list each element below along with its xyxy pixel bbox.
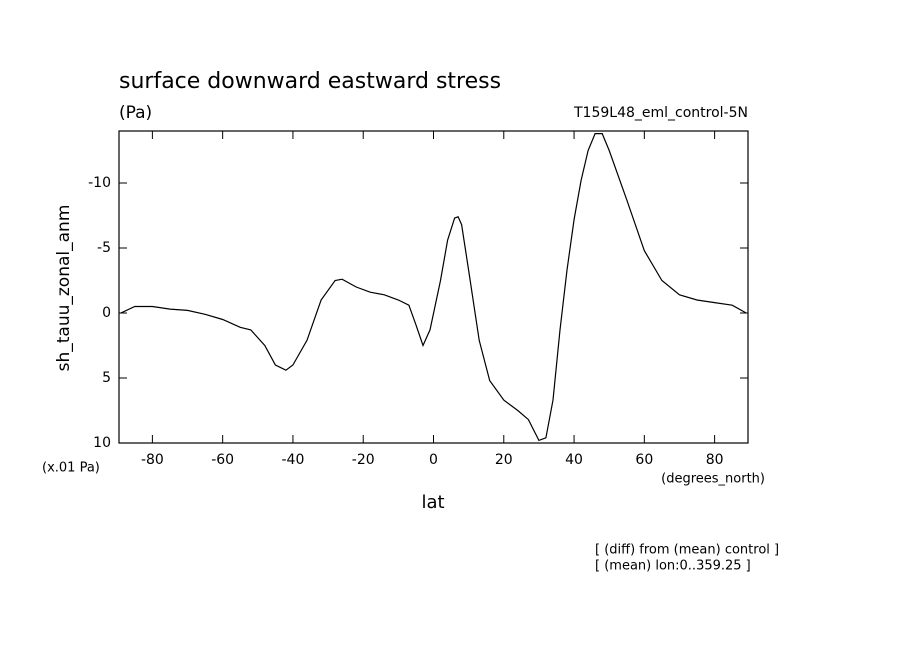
x-tick-label: -20 <box>352 452 375 468</box>
x-tick-label: 20 <box>495 452 513 468</box>
x-tick-label: -80 <box>141 452 164 468</box>
subtitle: (Pa) <box>119 103 152 123</box>
x-tick-label: 0 <box>429 452 438 468</box>
data-line <box>120 133 747 442</box>
x-tick-label: 80 <box>706 452 724 468</box>
run-label: T159L48_eml_control-5N <box>573 105 748 121</box>
x-axis-label: lat <box>421 492 444 513</box>
y-axis-label: sh_tauu_zonal_anm <box>54 205 74 372</box>
y-tick-label: 0 <box>102 305 111 321</box>
y-units: (x.01 Pa) <box>42 461 100 476</box>
x-tick-label: 40 <box>565 452 583 468</box>
x-tick-label: -40 <box>282 452 305 468</box>
note: [ (diff) from (mean) control ] <box>595 543 779 558</box>
y-tick-label: 10 <box>93 435 111 451</box>
x-tick-label: 60 <box>635 452 653 468</box>
x-tick-label: -60 <box>211 452 234 468</box>
note: [ (mean) lon:0..359.25 ] <box>595 559 751 574</box>
y-tick-label: -5 <box>97 240 111 256</box>
x-units: (degrees_north) <box>661 472 765 487</box>
chart-title: surface downward eastward stress <box>119 69 501 94</box>
plot-frame <box>118 130 749 444</box>
y-tick-label: -10 <box>88 175 111 191</box>
y-tick-label: 5 <box>102 370 111 386</box>
